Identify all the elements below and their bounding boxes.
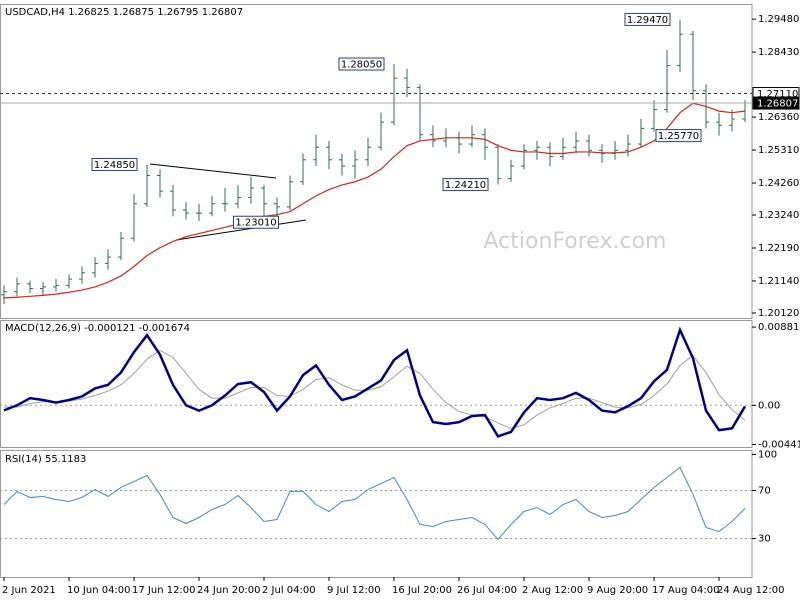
panel-title: MACD(12,26,9) -0.000121 -0.001674 — [5, 323, 190, 334]
y-tick-label: 1.20120 — [758, 308, 799, 319]
annotation: 1.25770 — [658, 131, 699, 142]
annotation: 1.24210 — [445, 180, 486, 191]
line — [3, 466, 746, 541]
x-tick-label: 9 Jul 12:00 — [327, 585, 381, 596]
macd-panel — [0, 320, 753, 448]
panel-title: USDCAD,H4 1.26825 1.26875 1.26795 1.2680… — [5, 7, 243, 18]
price-panel — [0, 4, 753, 319]
y-tick-label: 1.28430 — [758, 47, 799, 58]
annotation: 1.23010 — [235, 218, 276, 229]
annotation: 1.28050 — [341, 60, 382, 71]
y-tick-label: 70 — [758, 485, 771, 496]
y-tick-label: 1.21140 — [758, 276, 799, 287]
x-tick-label: 2 Jul 04:00 — [262, 585, 316, 596]
y-tick-label: 0.008816 — [758, 322, 800, 333]
annotation-box — [624, 12, 671, 26]
annotation-box — [655, 129, 702, 143]
watermark: ActionForex.com — [484, 229, 667, 254]
x-tick-label: 24 Aug 12:00 — [717, 585, 784, 596]
line — [3, 102, 746, 299]
price-label: 1.26807 — [757, 99, 798, 110]
x-tick-label: 24 Jun 20:00 — [197, 585, 261, 596]
x-tick-label: 9 Aug 20:00 — [587, 585, 648, 596]
y-tick-label: 1.23240 — [758, 210, 799, 221]
x-tick-label: 17 Jun 12:00 — [132, 585, 196, 596]
y-tick-label: 1.29480 — [758, 14, 799, 25]
line — [3, 326, 747, 438]
annotation-box — [338, 57, 385, 71]
y-tick-label: 1.25310 — [758, 145, 799, 156]
line — [4, 349, 746, 429]
y-tick-label: 1.26360 — [758, 112, 799, 123]
annotation-box — [442, 178, 489, 192]
rsi-panel — [0, 450, 753, 578]
y-tick-label: 1.22190 — [758, 243, 799, 254]
annotation: 1.24850 — [94, 160, 135, 171]
x-tick-label: 26 Jul 04:00 — [457, 585, 517, 596]
x-tick-label: 2 Aug 12:00 — [522, 585, 583, 596]
price-label: 1.27110 — [757, 89, 798, 100]
x-tick-label: 17 Aug 04:00 — [652, 585, 719, 596]
annotation-box — [233, 215, 279, 229]
trendline — [175, 219, 307, 241]
y-tick-label: 0.00 — [758, 400, 780, 411]
price-label-box — [752, 96, 800, 110]
x-tick-label: 16 Jul 20:00 — [392, 585, 452, 596]
y-tick-label: 100 — [758, 449, 777, 460]
annotation: 1.29470 — [627, 15, 668, 26]
panel-title: RSI(14) 55.1183 — [5, 454, 86, 465]
y-tick-label: 1.24260 — [758, 178, 799, 189]
annotation-box — [91, 157, 138, 171]
y-tick-label: -0.004416 — [758, 439, 800, 450]
x-tick-label: 2 Jun 2021 — [2, 585, 56, 596]
x-tick-label: 10 Jun 04:00 — [67, 585, 131, 596]
y-tick-label: 30 — [758, 534, 771, 545]
trendline — [149, 163, 277, 179]
